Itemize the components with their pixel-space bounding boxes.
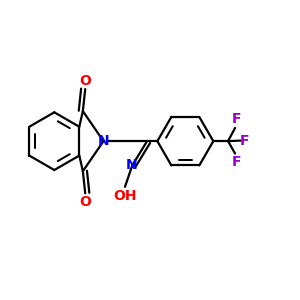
Text: O: O (79, 74, 91, 88)
Text: N: N (125, 158, 137, 172)
Text: F: F (232, 112, 241, 126)
Text: OH: OH (113, 189, 137, 202)
Text: F: F (232, 155, 241, 170)
Text: F: F (239, 134, 249, 148)
Text: O: O (79, 194, 91, 208)
Text: N: N (98, 134, 109, 148)
